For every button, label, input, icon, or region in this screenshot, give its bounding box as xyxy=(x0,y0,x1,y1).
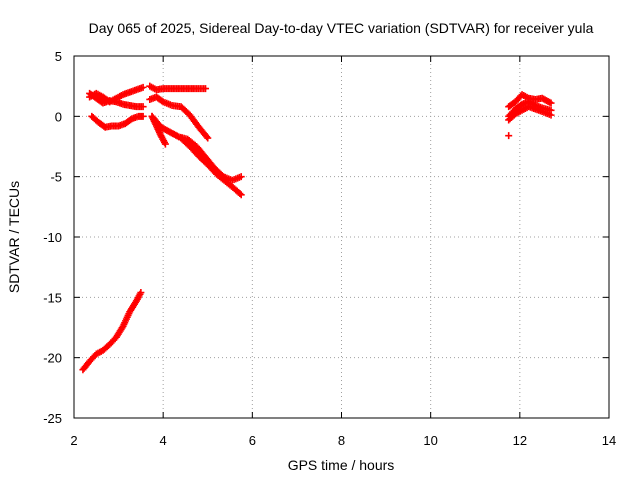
x-axis-label: GPS time / hours xyxy=(288,457,395,473)
y-tick-label: -10 xyxy=(43,230,62,245)
axis-ticks: 2 4 6 8 10 12 14 5 0 -5 -10 -15 -20 -25 xyxy=(43,49,616,448)
y-tick-label: 5 xyxy=(55,49,62,64)
data-point xyxy=(237,173,245,181)
data-point xyxy=(139,83,147,91)
plot-frame xyxy=(73,55,610,419)
data-point xyxy=(546,98,554,106)
y-tick-label: -5 xyxy=(50,170,62,185)
data-point xyxy=(547,99,555,107)
data-points xyxy=(79,82,555,374)
y-axis-label: SDTVAR / TECUs xyxy=(6,181,22,293)
data-point xyxy=(139,112,147,120)
data-point xyxy=(237,191,245,199)
grid-lines xyxy=(74,56,609,418)
data-point xyxy=(139,103,147,111)
data-point xyxy=(547,111,555,119)
x-tick-label: 2 xyxy=(70,433,77,448)
data-point xyxy=(173,132,181,140)
data-point xyxy=(204,134,212,142)
x-tick-label: 6 xyxy=(249,433,256,448)
y-tick-label: -15 xyxy=(43,290,62,305)
chart-title: Day 065 of 2025, Sidereal Day-to-day VTE… xyxy=(89,20,594,36)
y-tick-label: -25 xyxy=(43,411,62,426)
data-point xyxy=(137,289,145,297)
x-tick-label: 12 xyxy=(513,433,527,448)
data-point xyxy=(505,132,513,140)
x-tick-label: 14 xyxy=(602,433,616,448)
y-tick-label: 0 xyxy=(55,109,62,124)
data-point xyxy=(203,133,211,141)
y-tick-label: -20 xyxy=(43,351,62,366)
x-tick-label: 8 xyxy=(338,433,345,448)
x-tick-label: 4 xyxy=(160,433,167,448)
data-point xyxy=(236,190,244,198)
data-point xyxy=(161,140,169,148)
x-tick-label: 10 xyxy=(423,433,437,448)
data-point xyxy=(202,85,210,93)
